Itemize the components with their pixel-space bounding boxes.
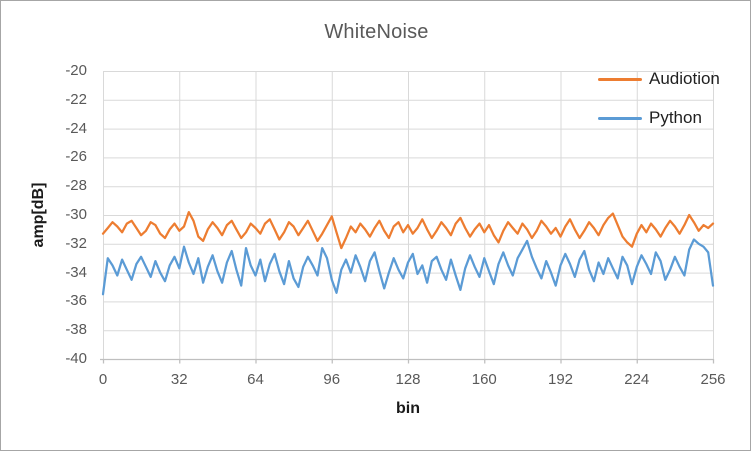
legend-label-python: Python xyxy=(649,108,702,127)
y-tick-label: -22 xyxy=(65,90,87,108)
legend-entry-audiotion[interactable]: Audiotion xyxy=(598,69,720,89)
y-tick-label: -20 xyxy=(65,62,87,79)
legend-label-audiotion: Audiotion xyxy=(649,69,720,88)
x-tick-label: 96 xyxy=(323,371,341,388)
x-tick-label: 64 xyxy=(247,371,264,388)
legend-line-sample-audiotion xyxy=(598,77,642,81)
chart-title: WhiteNoise xyxy=(324,21,429,43)
x-tick-label: 32 xyxy=(170,371,188,388)
x-axis-title: bin xyxy=(396,400,420,417)
series-line-python[interactable] xyxy=(101,238,715,296)
x-tick-label: 160 xyxy=(471,371,497,388)
x-tick-label: 224 xyxy=(624,371,650,388)
legend-entry-python[interactable]: Python xyxy=(598,108,702,128)
y-tick-label: -30 xyxy=(65,206,87,223)
y-tick-label: -34 xyxy=(65,263,87,281)
legend-line-sample-python xyxy=(598,116,642,120)
x-tick-label: 256 xyxy=(700,371,726,388)
y-tick-label: -40 xyxy=(65,350,87,367)
y-tick-label: -38 xyxy=(65,321,87,339)
y-tick-label: -28 xyxy=(65,177,87,195)
x-tick-label: 128 xyxy=(395,371,421,388)
y-tick-label: -36 xyxy=(65,292,87,310)
series-line-audiotion[interactable] xyxy=(101,210,715,250)
y-tick-label: -26 xyxy=(65,148,87,166)
y-tick-label: -32 xyxy=(65,234,87,252)
x-tick-label: 192 xyxy=(547,371,574,388)
y-tick-label: -24 xyxy=(65,119,87,137)
x-tick-label: 0 xyxy=(98,371,108,388)
